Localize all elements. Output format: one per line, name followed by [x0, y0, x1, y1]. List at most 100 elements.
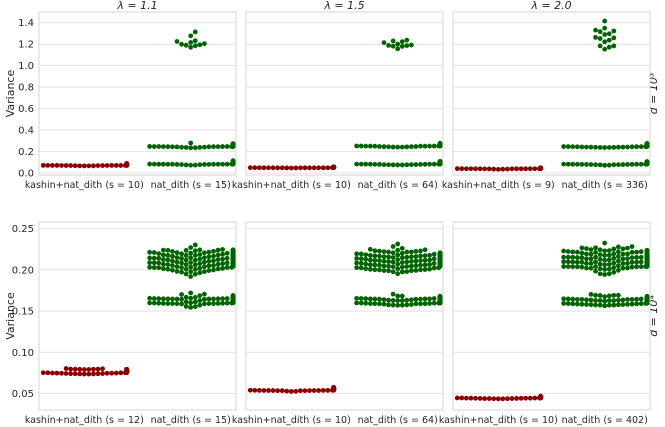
data-point	[422, 143, 428, 149]
data-point	[597, 266, 603, 272]
data-point	[611, 251, 617, 257]
data-point	[625, 297, 630, 302]
data-point	[620, 246, 626, 252]
data-point	[95, 366, 101, 372]
data-point	[224, 300, 230, 306]
data-point	[644, 159, 650, 165]
data-point	[638, 301, 644, 307]
data-point	[431, 265, 437, 271]
data-point	[192, 38, 198, 44]
data-point	[602, 25, 608, 31]
data-point	[367, 262, 373, 268]
data-point	[431, 296, 437, 301]
data-point	[565, 161, 571, 167]
data-point	[59, 163, 64, 168]
y-tick-label: 0.15	[12, 307, 34, 318]
data-point	[404, 162, 410, 168]
data-point	[354, 161, 360, 167]
data-point	[593, 250, 598, 255]
data-point	[615, 292, 621, 298]
data-point	[625, 251, 630, 257]
data-point	[413, 249, 419, 254]
data-point	[597, 162, 603, 168]
data-point	[593, 292, 598, 298]
category-label: kashin+nat_dith (s = 10)	[439, 415, 558, 426]
data-point	[629, 144, 635, 150]
data-point	[206, 258, 212, 264]
data-point	[408, 268, 414, 274]
data-point	[183, 266, 189, 272]
data-point	[565, 259, 571, 265]
data-point	[188, 269, 194, 275]
data-point	[629, 301, 635, 307]
data-point	[505, 166, 510, 172]
data-point	[602, 39, 608, 45]
data-point	[404, 264, 410, 269]
data-point	[288, 388, 294, 394]
data-point	[188, 290, 194, 296]
data-point	[390, 298, 396, 303]
data-point	[584, 246, 589, 251]
data-point	[179, 251, 184, 257]
data-point	[331, 164, 337, 170]
data-point	[197, 252, 203, 257]
data-point	[574, 144, 580, 150]
data-point	[395, 162, 401, 168]
data-point	[358, 143, 364, 149]
data-point	[192, 248, 198, 254]
data-point	[174, 296, 180, 302]
data-point	[390, 264, 396, 270]
data-point	[156, 300, 162, 306]
data-point	[518, 395, 524, 401]
data-point	[215, 161, 221, 167]
data-point	[615, 297, 621, 303]
data-point	[160, 252, 166, 258]
data-point	[151, 250, 157, 255]
data-point	[386, 162, 391, 168]
data-point	[574, 297, 580, 302]
y-tick-label: 0.6	[18, 104, 34, 115]
data-point	[68, 371, 74, 377]
data-point	[386, 297, 391, 303]
data-point	[638, 249, 644, 255]
data-point	[597, 247, 603, 253]
data-point	[579, 297, 585, 302]
data-point	[588, 247, 594, 253]
data-point	[215, 257, 221, 263]
data-point	[266, 165, 271, 171]
data-point	[147, 260, 153, 266]
data-point	[602, 145, 608, 150]
data-point	[427, 143, 433, 149]
data-point	[620, 302, 626, 307]
data-point	[565, 296, 571, 302]
data-point	[363, 256, 369, 262]
data-point	[422, 161, 428, 167]
data-point	[192, 267, 198, 272]
data-point	[188, 250, 194, 256]
data-point	[611, 265, 617, 271]
data-point	[270, 388, 276, 393]
data-point	[151, 296, 157, 301]
data-point	[220, 265, 226, 271]
data-point	[579, 245, 585, 251]
category-label: nat_dith (s = 15)	[151, 180, 231, 191]
category-label: nat_dith (s = 64)	[358, 415, 438, 426]
data-point	[597, 261, 603, 267]
data-point	[602, 262, 608, 268]
data-point	[160, 300, 166, 306]
data-point	[224, 250, 230, 256]
data-point	[422, 253, 428, 259]
data-point	[454, 395, 460, 401]
data-point	[307, 165, 312, 171]
data-point	[399, 269, 405, 275]
data-point	[211, 267, 216, 273]
data-point	[390, 43, 396, 49]
data-point	[197, 42, 203, 48]
data-point	[588, 261, 594, 266]
data-point	[179, 144, 184, 150]
data-point	[147, 295, 153, 301]
data-point	[188, 33, 194, 39]
data-point	[634, 249, 640, 255]
data-point	[491, 166, 497, 172]
panel-frame	[452, 221, 651, 411]
